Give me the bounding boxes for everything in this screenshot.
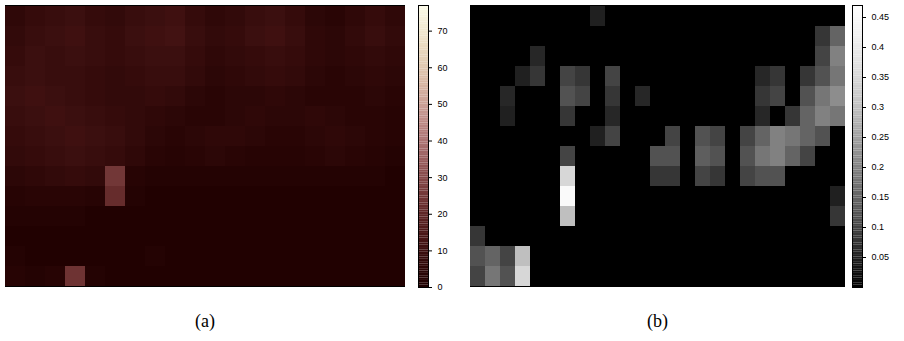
html-text:(a): (a) (195, 311, 215, 331)
svg-text:0.35: 0.35 (872, 72, 890, 82)
svg-text:20: 20 (438, 209, 448, 219)
svg-text:30: 30 (438, 173, 448, 183)
svg-text:60: 60 (438, 63, 448, 73)
svg-text:0.25: 0.25 (872, 132, 890, 142)
svg-text:50: 50 (438, 99, 448, 109)
svg-text:0.4: 0.4 (872, 42, 885, 52)
html-text:(b): (b) (647, 311, 668, 331)
svg-text:40: 40 (438, 136, 448, 146)
svg-text:0.2: 0.2 (872, 162, 885, 172)
svg-text:0: 0 (438, 282, 443, 292)
svg-text:0.15: 0.15 (872, 192, 890, 202)
svg-text:0.3: 0.3 (872, 102, 885, 112)
svg-text:0.05: 0.05 (872, 252, 890, 262)
svg-text:10: 10 (438, 246, 448, 256)
svg-text:70: 70 (438, 26, 448, 36)
svg-text:0.1: 0.1 (872, 222, 885, 232)
svg-text:0.45: 0.45 (872, 12, 890, 22)
